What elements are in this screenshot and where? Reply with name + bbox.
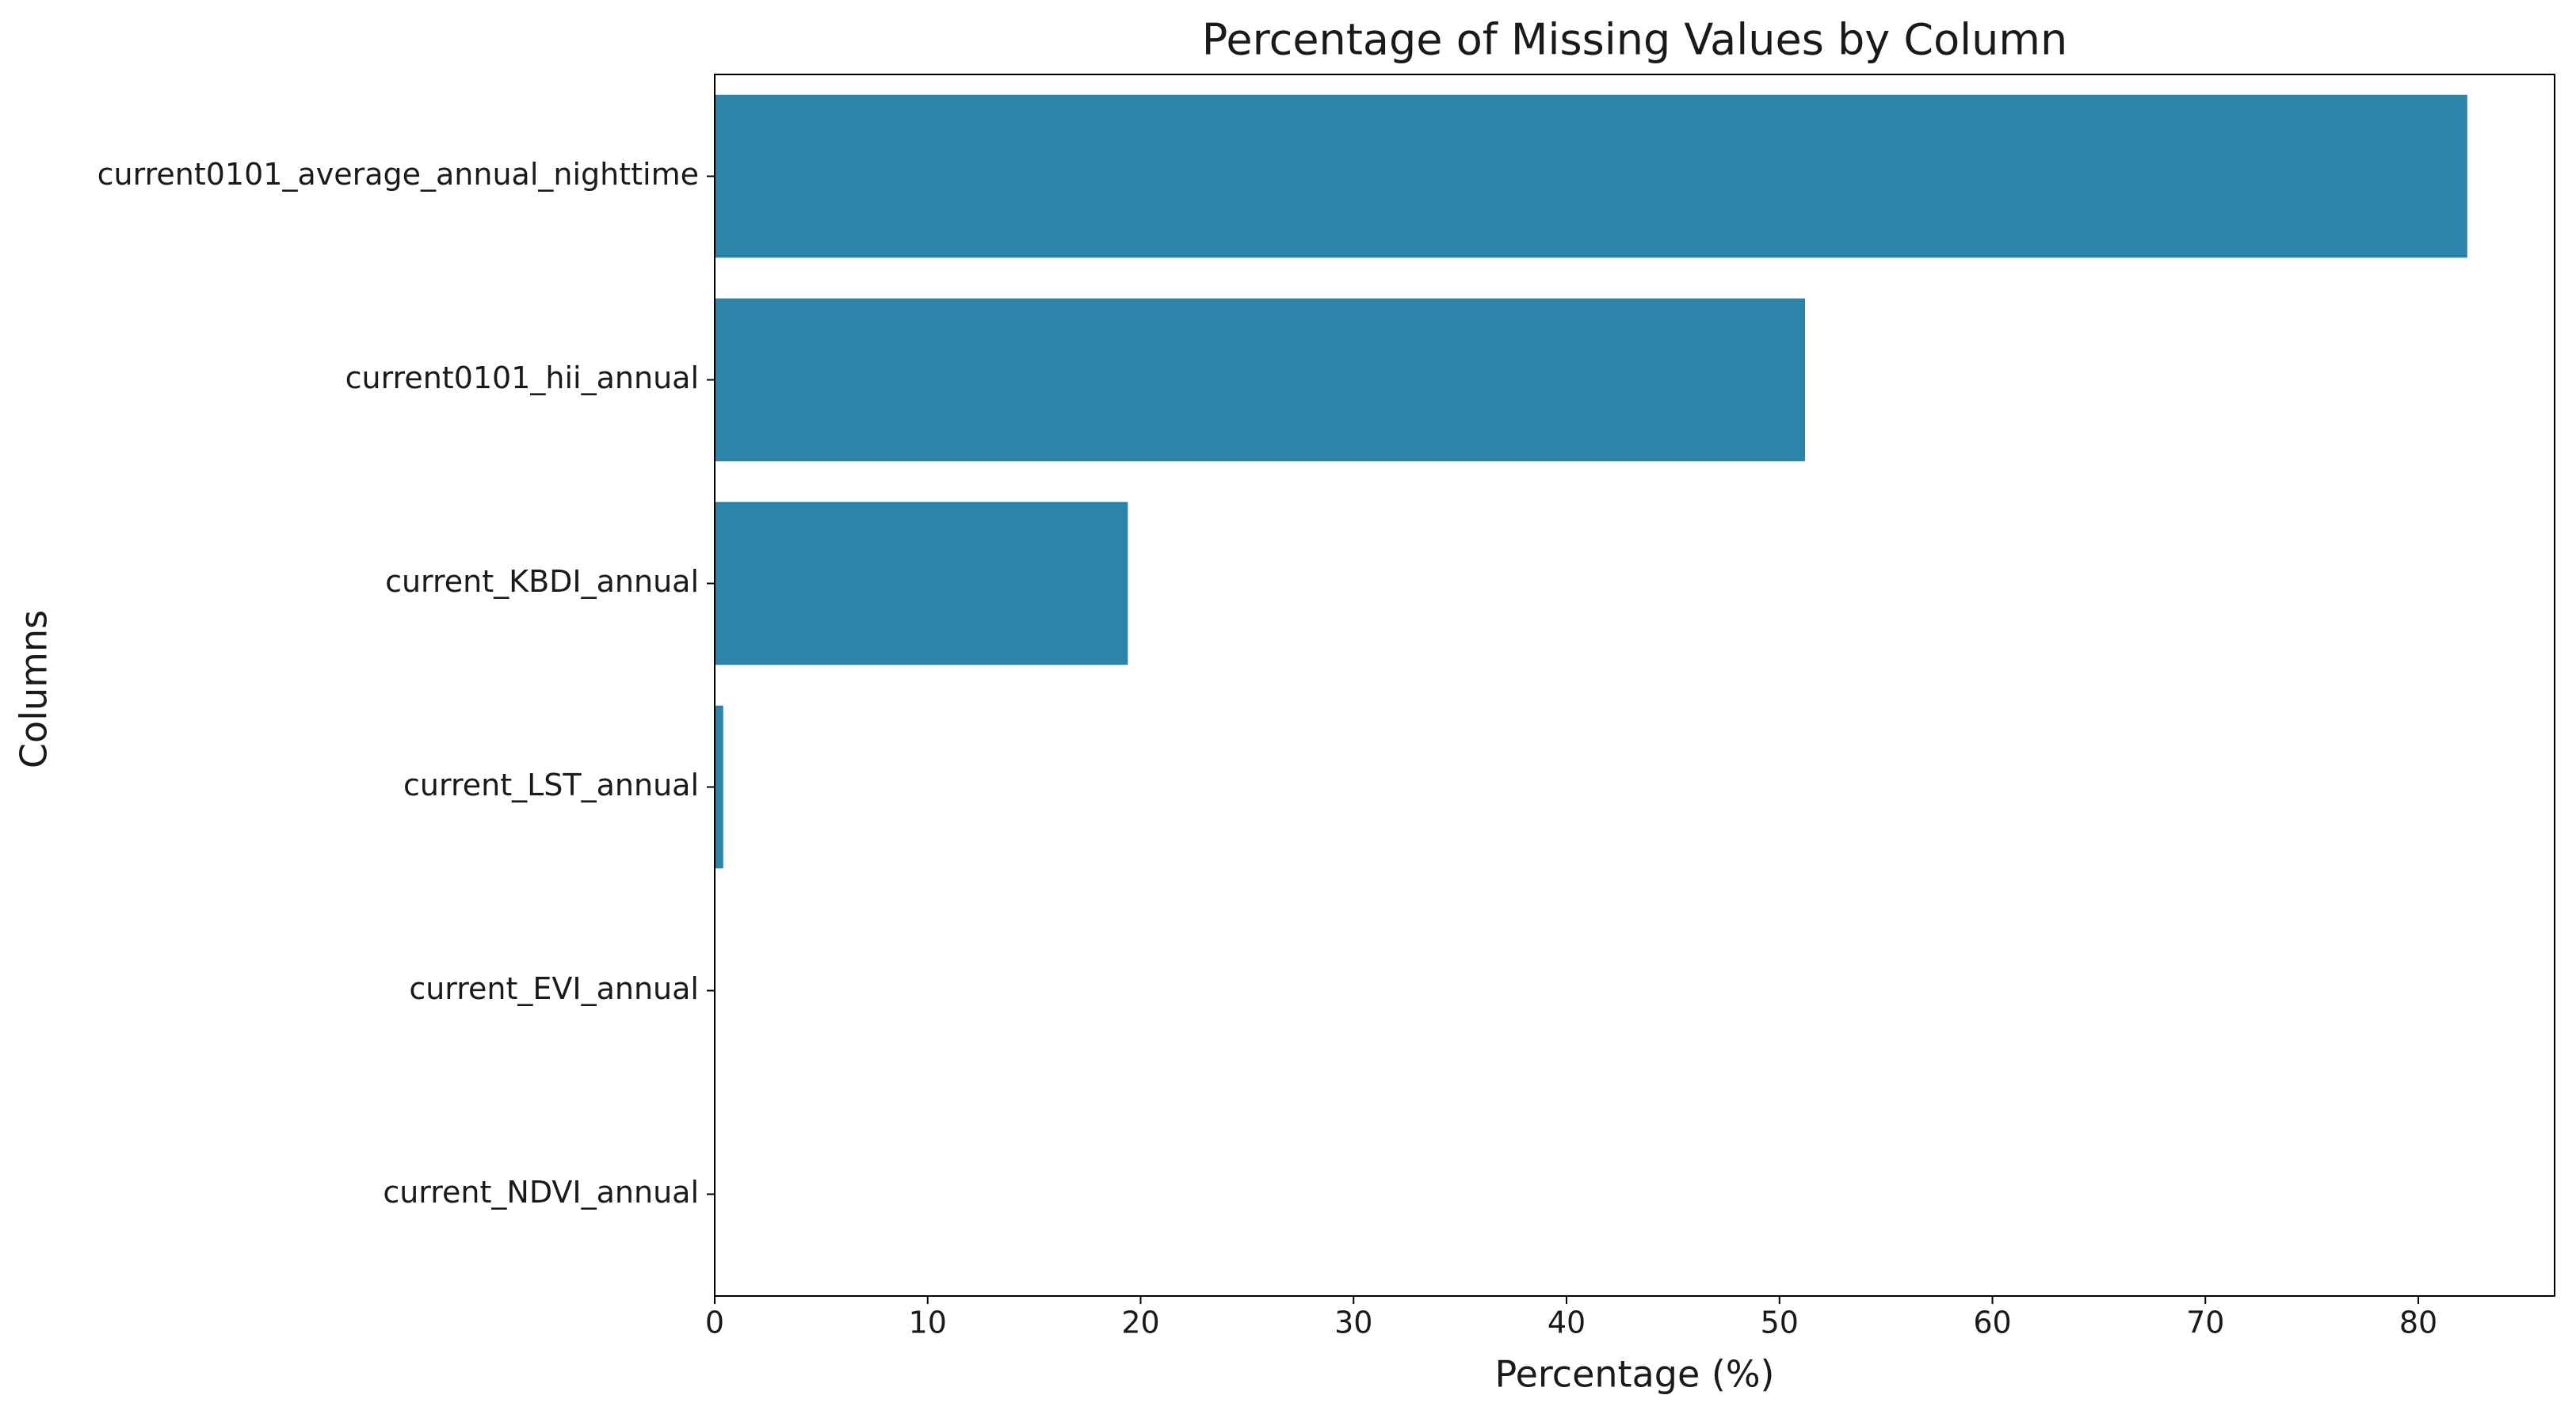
x-tick-label: 70 — [2186, 1306, 2224, 1340]
y-tick-label: current_NDVI_annual — [383, 1175, 699, 1210]
x-tick-label: 30 — [1334, 1306, 1372, 1340]
y-tick-label: current0101_hii_annual — [345, 360, 699, 395]
bar — [715, 94, 2467, 258]
x-tick-label: 0 — [705, 1306, 724, 1340]
bar — [715, 705, 723, 869]
plot-frame — [714, 74, 2555, 1297]
x-axis-label: Percentage (%) — [1495, 1353, 1775, 1396]
x-tick-label: 20 — [1121, 1306, 1159, 1340]
y-tick-label: current_KBDI_annual — [385, 564, 699, 599]
x-tick-label: 10 — [909, 1306, 947, 1340]
y-tick-label: current0101_average_annual_nighttime — [97, 157, 699, 192]
x-tick-label: 50 — [1761, 1306, 1799, 1340]
x-tick-label: 40 — [1548, 1306, 1586, 1340]
chart-title: Percentage of Missing Values by Column — [1202, 15, 2067, 65]
x-tick-label: 60 — [1973, 1306, 2011, 1340]
x-tick-label: 80 — [2399, 1306, 2437, 1340]
bar — [715, 298, 1805, 462]
bar — [715, 501, 1128, 665]
y-axis-label: Columns — [13, 610, 55, 768]
y-tick-label: current_LST_annual — [403, 768, 699, 802]
y-tick-label: current_EVI_annual — [409, 971, 699, 1006]
